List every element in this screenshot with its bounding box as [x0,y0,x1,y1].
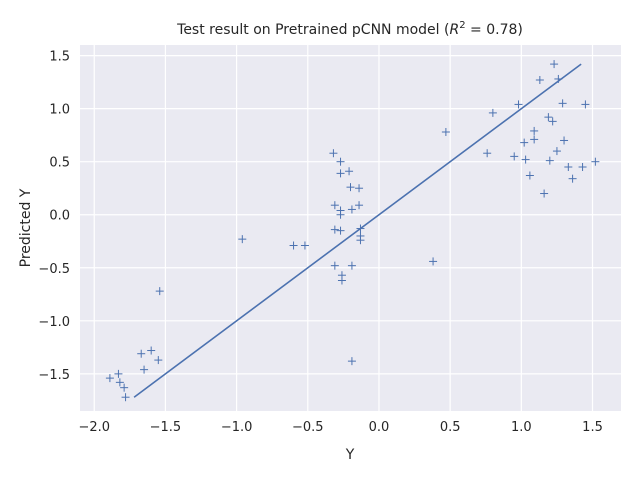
x-tick-label: 0.5 [440,420,461,435]
x-axis-label: Y [345,447,355,463]
y-tick-label: −0.5 [38,262,70,277]
x-tick-label: −2.0 [78,420,110,435]
x-tick-label: −0.5 [292,420,324,435]
data-point [441,127,450,136]
data-point [540,189,549,198]
data-point [336,157,345,166]
data-point [558,99,567,108]
data-point [300,241,309,250]
y-axis-label: Predicted Y [18,188,34,267]
data-point [347,357,356,366]
data-point [560,136,569,145]
fit-line [133,63,582,398]
data-point [568,174,577,183]
data-point [355,201,364,210]
data-point [154,356,163,365]
grid [80,45,621,411]
data-point [514,100,523,109]
data-point [140,365,149,374]
data-point [578,163,587,171]
data-point [510,152,519,161]
data-point [346,183,355,192]
data-point [137,349,146,358]
data-point [581,100,590,109]
x-tick-label: 0.0 [369,420,390,435]
x-tick-label: −1.5 [150,420,182,435]
data-point [347,261,356,270]
data-point [155,287,164,296]
data-point [488,108,497,117]
data-point [115,378,124,387]
data-point [356,224,365,233]
data-point [329,149,338,158]
data-point [545,156,554,165]
chart-title: Test result on Pretrained pCNN model (R2… [176,20,523,38]
y-axis: −1.5 −1.0 −0.5 0.0 0.5 1.0 1.5 [38,50,70,383]
data-point [535,76,544,85]
x-tick-label: 1.5 [582,420,603,435]
data-point [483,149,492,158]
data-point [336,169,345,178]
data-point [554,74,563,83]
data-point [591,157,600,166]
data-point [564,163,573,171]
data-point [530,135,539,144]
data-point [330,201,339,210]
x-tick-label: −1.0 [221,420,253,435]
fit-line-layer [133,63,582,398]
data-point [521,155,530,164]
data-point [105,374,114,383]
data-point [345,167,354,176]
points-layer [105,60,600,402]
y-tick-label: 0.5 [49,156,70,171]
x-axis: −2.0 −1.5 −1.0 −0.5 0.0 0.5 1.0 1.5 [78,420,602,435]
data-point [330,261,339,270]
data-point [347,205,356,214]
y-tick-label: −1.5 [38,368,70,383]
y-tick-label: −1.0 [38,315,70,330]
data-point [289,241,298,250]
plot-area [80,45,621,411]
data-point [330,225,339,234]
data-point [355,184,364,193]
data-point [550,60,559,69]
data-point [544,113,553,122]
data-point [356,236,365,245]
data-point [238,235,247,244]
data-point [548,117,557,126]
data-point [121,393,130,402]
data-point [337,276,346,285]
data-point [336,226,345,235]
data-point [552,147,561,156]
data-point [336,210,345,219]
x-tick-label: 1.0 [511,420,532,435]
data-point [147,346,156,355]
data-point [429,257,438,266]
data-point [530,126,539,135]
y-tick-label: 1.5 [49,50,70,65]
data-point [114,369,123,378]
y-tick-label: 0.0 [49,209,70,224]
data-point [520,138,529,147]
data-point [120,383,129,392]
data-point [525,171,534,180]
y-tick-label: 1.0 [49,103,70,118]
